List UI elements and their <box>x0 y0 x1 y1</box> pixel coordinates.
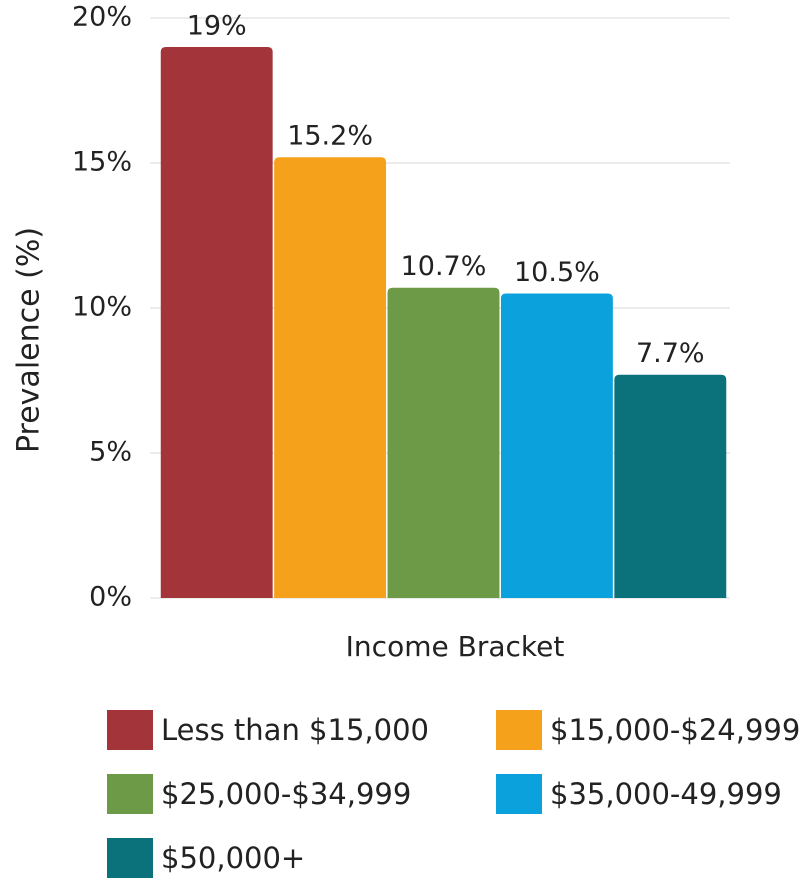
bar <box>614 374 727 598</box>
legend-label: $50,000+ <box>161 841 305 875</box>
y-tick-label: 20% <box>72 2 132 33</box>
bar <box>387 287 500 598</box>
y-tick-label: 10% <box>72 292 132 323</box>
value-label: 15.2% <box>287 121 373 152</box>
bar <box>500 293 613 598</box>
value-label: 7.7% <box>636 338 705 369</box>
legend-label: $15,000-$24,999 <box>550 713 800 747</box>
y-tick-label: 0% <box>89 582 132 613</box>
bar <box>274 157 387 598</box>
legend-swatch <box>496 774 542 814</box>
y-tick-label: 5% <box>89 437 132 468</box>
x-axis-label: Income Bracket <box>346 630 565 663</box>
legend-swatch <box>107 838 153 878</box>
legend-label: $35,000-49,999 <box>550 777 782 811</box>
value-label: 10.5% <box>514 257 600 288</box>
bar <box>160 47 273 598</box>
value-label: 19% <box>187 11 247 42</box>
legend-label: $25,000-$34,999 <box>161 777 411 811</box>
legend-label: Less than $15,000 <box>161 713 429 747</box>
legend-swatch <box>496 710 542 750</box>
legend-swatch <box>107 774 153 814</box>
value-label: 10.7% <box>401 251 487 282</box>
y-tick-label: 15% <box>72 147 132 178</box>
legend-swatch <box>107 710 153 750</box>
y-axis-label: Prevalence (%) <box>12 227 47 453</box>
